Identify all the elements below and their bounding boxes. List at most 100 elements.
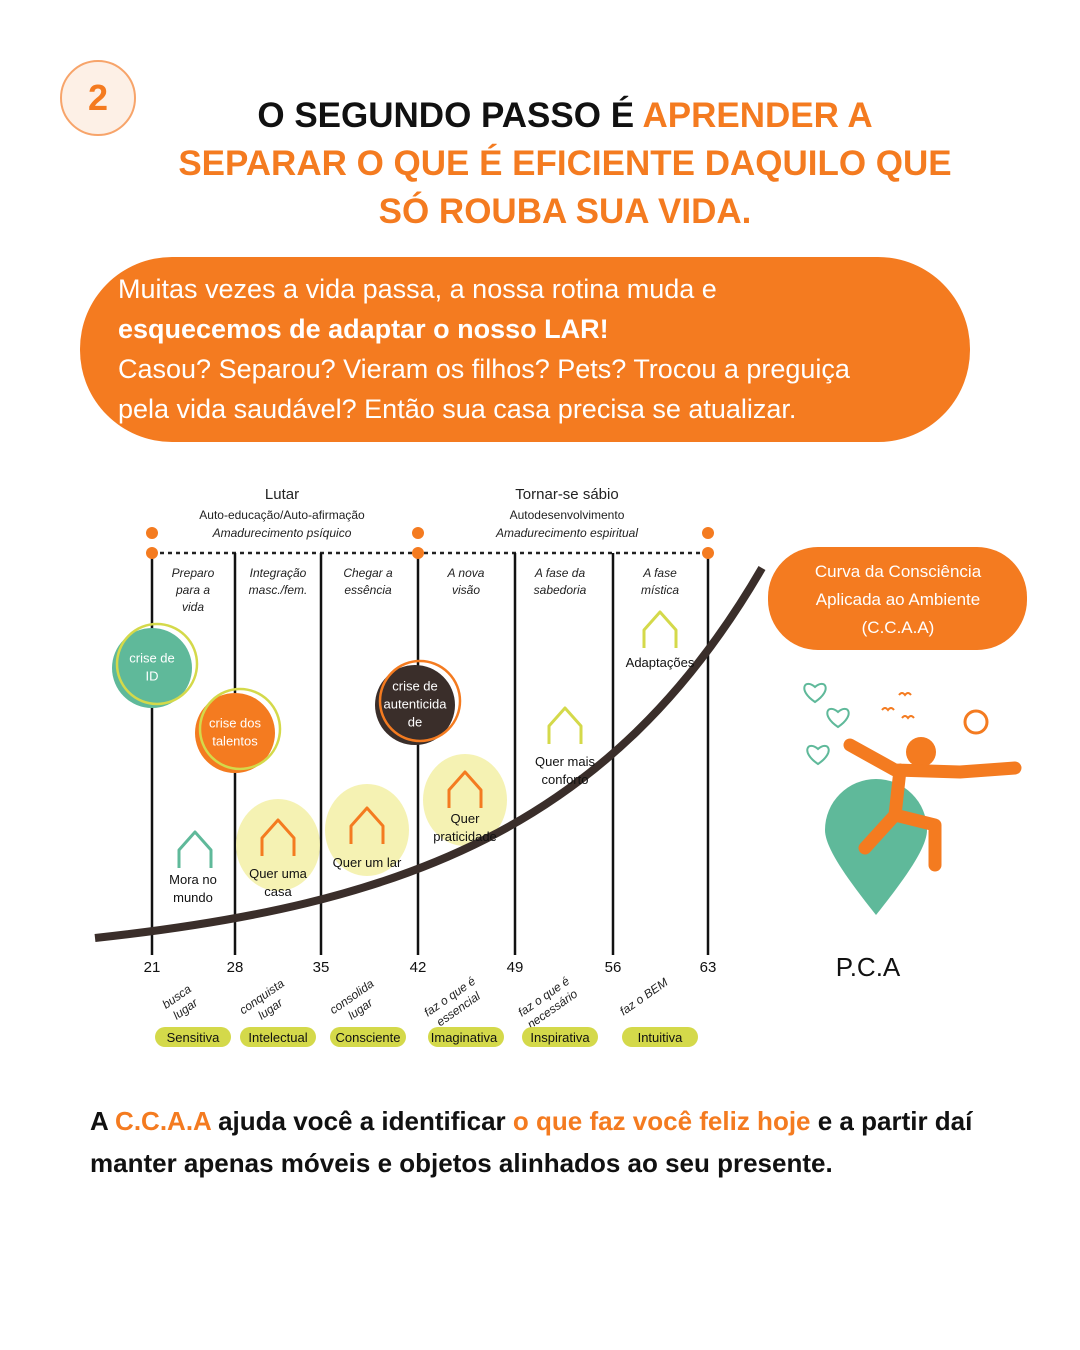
stage-pill bbox=[622, 1027, 698, 1047]
curve-label: Aplicada ao Ambiente bbox=[816, 590, 980, 609]
age-label: 35 bbox=[313, 959, 330, 976]
stage-label: Inspirativa bbox=[530, 1030, 590, 1045]
period-label: Chegar a bbox=[343, 566, 393, 580]
crisis-ring bbox=[198, 687, 282, 771]
footer-text: e a partir daí manter apenas móveis e ob… bbox=[90, 1106, 973, 1178]
period-label: essência bbox=[344, 583, 392, 597]
ball bbox=[963, 709, 989, 735]
stage-pill bbox=[428, 1027, 504, 1047]
dot bbox=[146, 547, 158, 559]
stage-label: Imaginativa bbox=[431, 1030, 498, 1045]
dot bbox=[702, 527, 714, 539]
period-label: Preparo bbox=[172, 566, 215, 580]
need-label: Quer um lar bbox=[333, 855, 402, 870]
period-label: mística bbox=[641, 583, 679, 597]
crisis-label: crise dos bbox=[209, 715, 262, 730]
intro-text: Casou? Separou? Vieram os filhos? Pets? … bbox=[118, 354, 850, 384]
stage-pill bbox=[330, 1027, 406, 1047]
age-label: 56 bbox=[605, 959, 622, 976]
crisis-ring bbox=[378, 659, 462, 743]
dot bbox=[412, 547, 424, 559]
crisis-circle bbox=[375, 665, 455, 745]
bird bbox=[898, 692, 912, 697]
crisis-ring bbox=[115, 622, 199, 706]
period-label: vida bbox=[182, 600, 204, 614]
stage-label: Intelectual bbox=[248, 1030, 307, 1045]
period-label: Integração bbox=[250, 566, 307, 580]
crisis-label: ID bbox=[146, 668, 159, 683]
heart bbox=[806, 744, 830, 766]
curve-label-box bbox=[768, 547, 1027, 650]
need-label: casa bbox=[264, 884, 292, 899]
need-label: Quer uma bbox=[249, 866, 308, 881]
intro-bold: esquecemos de adaptar o nosso LAR! bbox=[118, 309, 970, 349]
action-group: faz o BEM bbox=[617, 975, 670, 1018]
need-label: Quer bbox=[451, 811, 481, 826]
period-label: sabedoria bbox=[534, 583, 587, 597]
phase-note: Amadurecimento espiritual bbox=[495, 526, 638, 540]
age-label: 21 bbox=[144, 959, 161, 976]
house-icon bbox=[349, 806, 385, 844]
figure-head bbox=[906, 737, 936, 767]
house-icon bbox=[447, 770, 483, 808]
action-label: faz o BEM bbox=[617, 975, 670, 1018]
need-label: Quer mais bbox=[535, 754, 595, 769]
need-label: Mora no bbox=[169, 872, 217, 887]
phase-title: Tornar-se sábio bbox=[515, 486, 618, 503]
need-label: Adaptações bbox=[626, 655, 695, 670]
period-label: masc./fem. bbox=[249, 583, 308, 597]
stage-pill bbox=[240, 1027, 316, 1047]
age-label: 42 bbox=[410, 959, 427, 976]
period-label: A fase da bbox=[534, 566, 586, 580]
dot bbox=[146, 527, 158, 539]
period-label: A nova bbox=[447, 566, 485, 580]
bird bbox=[901, 715, 915, 720]
crisis-label: autenticida bbox=[384, 696, 448, 711]
step-badge: 2 bbox=[60, 60, 136, 136]
period-label: para a bbox=[175, 583, 210, 597]
title-highlight: APRENDER A bbox=[642, 96, 873, 135]
stage-pill bbox=[522, 1027, 598, 1047]
crisis-label: crise de bbox=[129, 650, 175, 665]
title-highlight: SÓ ROUBA SUA VIDA. bbox=[378, 192, 752, 231]
footer-highlight: C.C.A.A bbox=[115, 1106, 211, 1136]
age-label: 49 bbox=[507, 959, 524, 976]
phase-note: Amadurecimento psíquico bbox=[212, 526, 352, 540]
phase-title: Lutar bbox=[265, 486, 299, 503]
dot bbox=[702, 547, 714, 559]
period-label: visão bbox=[452, 583, 480, 597]
age-label: 63 bbox=[700, 959, 717, 976]
house-icon bbox=[642, 610, 678, 648]
curve-label: (C.C.A.A) bbox=[862, 618, 935, 637]
bird bbox=[881, 707, 895, 712]
curve-label: Curva da Consciência bbox=[815, 562, 982, 581]
crisis-circle bbox=[195, 693, 275, 773]
highlight-blob bbox=[236, 799, 320, 891]
footer: A C.C.A.A ajuda você a identificar o que… bbox=[90, 1100, 1020, 1184]
crisis-label: de bbox=[408, 714, 422, 729]
house-icon bbox=[177, 830, 213, 868]
highlight-blob bbox=[423, 754, 507, 846]
stage-pill bbox=[155, 1027, 231, 1047]
need-label: praticidade bbox=[433, 829, 497, 844]
house-icon bbox=[260, 818, 296, 856]
figure-body bbox=[843, 738, 1022, 872]
intro-text: Muitas vezes a vida passa, a nossa rotin… bbox=[118, 274, 717, 304]
figure-label: P.C.A bbox=[836, 952, 901, 982]
need-label: conforto bbox=[542, 772, 589, 787]
heart bbox=[826, 707, 850, 729]
title: O SEGUNDO PASSO É APRENDER A SEPARAR O Q… bbox=[100, 92, 1030, 236]
crisis-circle bbox=[112, 628, 192, 708]
phase-subtitle: Autodesenvolvimento bbox=[510, 508, 625, 522]
highlight-blob bbox=[325, 784, 409, 876]
title-lead: O SEGUNDO PASSO É bbox=[257, 96, 635, 135]
crisis-label: talentos bbox=[212, 733, 258, 748]
curve bbox=[94, 565, 766, 942]
pin bbox=[825, 779, 927, 915]
footer-highlight: o que faz você feliz hoje bbox=[512, 1106, 811, 1136]
title-highlight: SEPARAR O QUE É EFICIENTE DAQUILO QUE bbox=[178, 144, 952, 183]
